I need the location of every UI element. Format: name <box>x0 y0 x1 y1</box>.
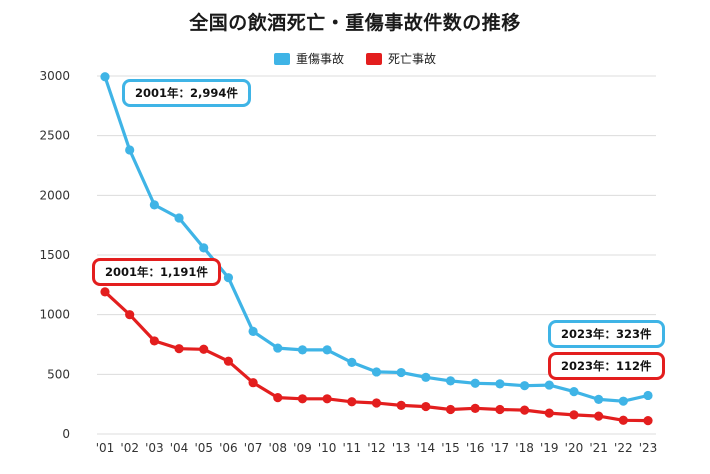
data-point-series-0 <box>322 345 332 355</box>
data-point-series-0 <box>100 72 110 82</box>
legend-label-fatal: 死亡事故 <box>388 52 437 66</box>
y-tick-label: 500 <box>47 367 70 381</box>
data-point-series-1 <box>100 287 110 297</box>
data-point-series-0 <box>174 213 184 223</box>
callout-2001-serious: 2001年：2,994件 <box>122 79 251 107</box>
data-point-series-1 <box>618 415 628 425</box>
x-tick-label: '09 <box>293 441 312 455</box>
x-tick-label: '08 <box>268 441 287 455</box>
x-tick-label: '07 <box>244 441 263 455</box>
data-point-series-1 <box>347 397 357 407</box>
x-tick-label: '15 <box>441 441 460 455</box>
x-tick-label: '19 <box>540 441 559 455</box>
data-point-series-1 <box>248 378 258 388</box>
legend-swatch-serious <box>273 52 290 65</box>
data-point-series-1 <box>643 416 653 426</box>
y-tick-label: 1500 <box>39 248 70 262</box>
legend-item-fatal: 死亡事故 <box>366 50 436 67</box>
data-point-series-0 <box>273 343 283 353</box>
x-tick-label: '22 <box>614 441 633 455</box>
y-tick-label: 0 <box>62 427 70 441</box>
x-tick-label: '20 <box>565 441 584 455</box>
callout-2023-fatal: 2023年：112件 <box>548 352 665 380</box>
data-point-series-0 <box>569 387 579 397</box>
data-point-series-0 <box>445 376 456 386</box>
data-point-series-0 <box>495 379 505 389</box>
data-point-series-0 <box>248 326 258 336</box>
x-tick-label: '05 <box>194 441 213 455</box>
x-tick-label: '02 <box>120 441 139 455</box>
x-tick-label: '03 <box>145 441 164 455</box>
data-point-series-0 <box>297 345 308 355</box>
data-point-series-1 <box>174 344 184 354</box>
x-tick-label: '21 <box>589 441 608 455</box>
data-point-series-1 <box>223 356 234 366</box>
x-tick-label: '23 <box>639 441 658 455</box>
x-tick-label: '01 <box>96 441 115 455</box>
data-point-series-1 <box>421 401 431 412</box>
x-tick-label: '17 <box>491 441 510 455</box>
y-tick-label: 1000 <box>39 308 70 322</box>
y-tick-label: 3000 <box>39 69 70 83</box>
data-point-series-0 <box>396 367 406 378</box>
chart-title: 全国の飲酒死亡・重傷事故件数の推移 <box>189 12 521 34</box>
data-point-series-0 <box>149 200 159 210</box>
data-point-series-1 <box>322 394 332 404</box>
x-tick-label: '10 <box>318 441 337 455</box>
data-point-series-0 <box>544 380 554 390</box>
data-point-series-1 <box>519 405 530 415</box>
data-point-series-0 <box>223 273 234 283</box>
data-point-series-1 <box>445 404 456 415</box>
data-point-series-1 <box>199 344 209 354</box>
data-point-series-0 <box>347 357 357 367</box>
data-point-series-0 <box>594 394 604 404</box>
data-point-series-1 <box>273 393 283 403</box>
x-tick-label: '18 <box>515 441 534 455</box>
x-tick-label: '13 <box>392 441 411 455</box>
data-point-series-0 <box>618 396 628 406</box>
y-tick-label: 2000 <box>39 188 70 202</box>
data-point-series-1 <box>470 403 480 413</box>
callout-2001-fatal: 2001年：1,191件 <box>92 258 221 286</box>
data-point-series-0 <box>519 381 530 391</box>
x-tick-label: '14 <box>417 441 436 455</box>
data-point-series-1 <box>149 336 159 346</box>
x-tick-label: '11 <box>343 441 362 455</box>
data-point-series-1 <box>396 400 406 410</box>
data-point-series-0 <box>371 367 382 377</box>
data-point-series-1 <box>297 394 308 404</box>
data-point-series-0 <box>421 372 431 382</box>
data-point-series-1 <box>125 310 135 320</box>
legend-swatch-fatal <box>366 52 382 65</box>
data-point-series-1 <box>371 398 382 408</box>
callout-2023-serious: 2023年：323件 <box>548 320 665 348</box>
data-point-series-1 <box>544 408 554 418</box>
data-point-series-0 <box>125 145 135 155</box>
data-point-series-0 <box>643 390 653 401</box>
data-point-series-1 <box>495 404 505 415</box>
y-tick-label: 2500 <box>39 129 70 143</box>
legend-item-serious: 重傷事故 <box>273 50 344 67</box>
data-point-series-0 <box>470 378 480 388</box>
chart-legend: 重傷事故 死亡事故 <box>0 50 710 67</box>
legend-label-serious: 重傷事故 <box>295 52 344 66</box>
data-point-series-1 <box>594 411 604 421</box>
data-point-series-1 <box>569 410 579 420</box>
x-tick-label: '06 <box>219 441 238 455</box>
x-tick-label: '04 <box>170 441 189 455</box>
x-tick-label: '12 <box>367 441 386 455</box>
data-point-series-0 <box>199 243 209 253</box>
x-tick-label: '16 <box>466 441 485 455</box>
